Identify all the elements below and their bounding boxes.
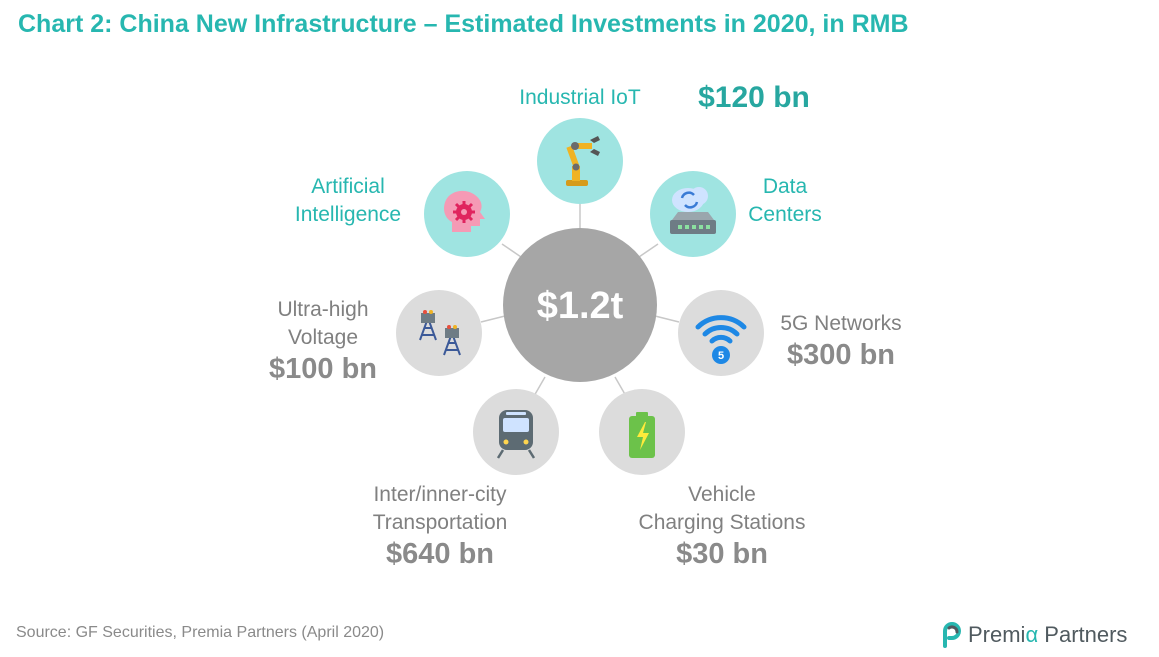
brand-name-part1: Premi <box>968 622 1026 647</box>
brand-name-part2: Partners <box>1038 622 1128 647</box>
node-industrial-iot-circle <box>537 118 623 204</box>
node-data-centers-label-line-1: Data <box>762 175 808 198</box>
node-industrial-iot-value: $120 bn <box>698 81 810 114</box>
node-ultra-high-voltage-label-line-2: Voltage <box>287 326 359 349</box>
connectors <box>480 204 680 404</box>
node-data-centers-label-line-2: Centers <box>748 203 822 226</box>
node-transportation-label: Inter/inner-city Transportation $640 bn <box>335 481 545 571</box>
server-cloud-icon <box>670 187 716 234</box>
node-5g-networks-circle <box>678 290 764 376</box>
robot-arm-icon <box>566 136 600 186</box>
battery-charging-icon <box>629 412 655 458</box>
brand-name: Premiα Partners <box>968 622 1127 648</box>
node-artificial-intelligence-label: Artificial Intelligence <box>268 173 428 229</box>
source-note: Source: GF Securities, Premia Partners (… <box>16 624 385 641</box>
node-transportation-label-line-1: Inter/inner-city <box>373 483 507 506</box>
node-5g-networks-label-line: 5G Networks <box>780 312 902 335</box>
premia-logo-icon <box>943 622 961 648</box>
train-icon <box>496 410 536 459</box>
node-industrial-iot-label: Industrial IoT <box>500 84 660 112</box>
power-tower-icon <box>419 310 461 356</box>
node-ultra-high-voltage-circle <box>396 290 482 376</box>
node-charging-stations-value: $30 bn <box>676 538 768 570</box>
node-transportation-label-line-2: Transportation <box>372 511 508 534</box>
node-ultra-high-voltage-label-line-1: Ultra-high <box>277 298 369 321</box>
chart-title: Chart 2: China New Infrastructure – Esti… <box>18 10 909 38</box>
node-5g-networks-label: 5G Networks $300 bn <box>766 310 916 372</box>
center-value: $1.2t <box>537 285 624 327</box>
brain-gear-icon <box>444 190 485 232</box>
wifi-5g-icon: 5 <box>695 315 747 364</box>
node-ultra-high-voltage-value: $100 bn <box>269 353 377 385</box>
connector-5g-networks <box>654 315 680 323</box>
node-artificial-intelligence-label-line-1: Artificial <box>311 175 385 198</box>
node-charging-stations-label-line-1: Vehicle <box>688 483 756 506</box>
connector-ultra-high-voltage <box>480 315 506 323</box>
node-charging-stations-label: Vehicle Charging Stations $30 bn <box>612 481 832 571</box>
brand-name-alpha: α <box>1025 622 1039 647</box>
node-data-centers-label: Data Centers <box>730 173 840 229</box>
node-artificial-intelligence-label-line-2: Intelligence <box>294 203 402 226</box>
node-5g-networks-value: $300 bn <box>787 339 895 371</box>
node-industrial-iot-label-line: Industrial IoT <box>519 86 641 109</box>
node-charging-stations-label-line-2: Charging Stations <box>638 511 806 534</box>
brand-logo: Premiα Partners <box>940 622 1127 648</box>
svg-text:5: 5 <box>718 350 724 362</box>
node-transportation-value: $640 bn <box>386 538 494 570</box>
center-circle <box>503 228 657 382</box>
node-ultra-high-voltage-label: Ultra-high Voltage $100 bn <box>248 296 398 386</box>
